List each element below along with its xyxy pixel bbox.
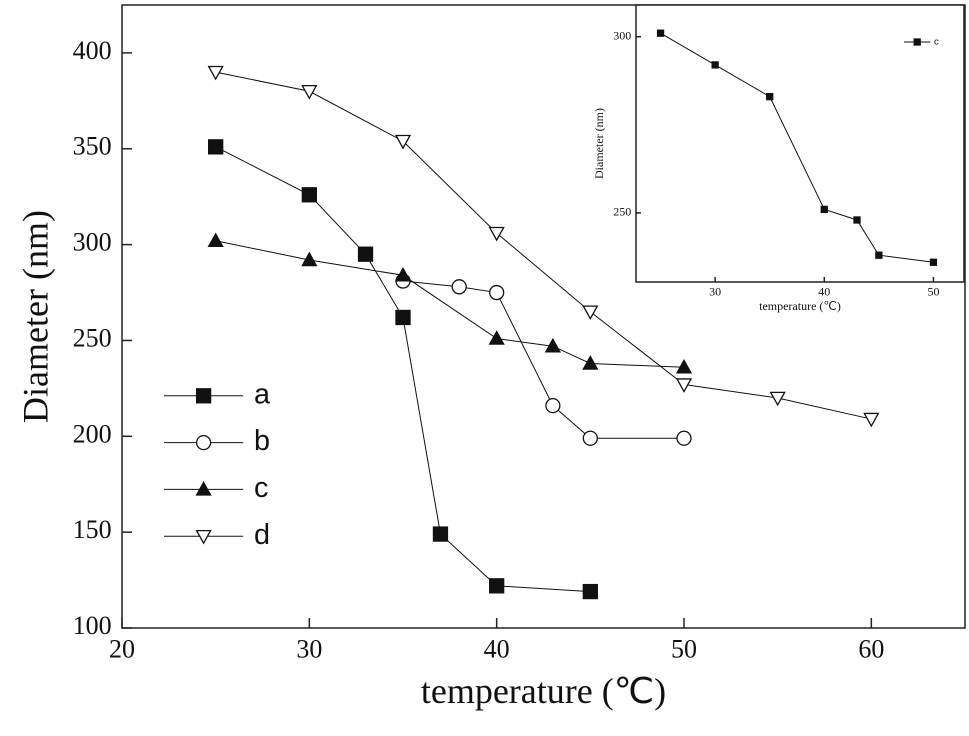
marker — [820, 205, 828, 214]
marker — [488, 330, 505, 345]
marker — [357, 246, 374, 262]
marker — [582, 355, 599, 370]
series-line — [402, 280, 684, 439]
marker — [195, 434, 212, 451]
y-tick-label: 350 — [73, 132, 112, 161]
x-tick-label: 50 — [671, 634, 697, 663]
marker — [451, 279, 467, 295]
marker — [489, 578, 505, 594]
y-tick-label: 150 — [73, 515, 112, 544]
marker — [544, 337, 561, 353]
marker — [395, 309, 411, 326]
marker — [675, 358, 693, 374]
marker — [929, 258, 938, 266]
x-tick-label: 60 — [858, 634, 884, 663]
x-tick-label: 40 — [818, 285, 830, 299]
marker — [863, 412, 880, 428]
x-tick-label: 30 — [709, 285, 721, 299]
marker — [394, 134, 412, 150]
x-tick-label: 30 — [296, 634, 322, 663]
y-axis-label: Diameter (nm) — [592, 108, 606, 179]
marker — [301, 187, 317, 203]
plot-frame — [635, 4, 965, 283]
marker — [488, 226, 505, 242]
x-tick-label: 50 — [927, 285, 939, 299]
marker — [301, 85, 318, 100]
y-axis-label: Diameter (nm) — [15, 210, 55, 423]
marker — [766, 92, 774, 101]
y-tick-label: 400 — [73, 36, 112, 65]
marker — [208, 139, 224, 155]
marker — [195, 481, 212, 496]
marker — [582, 305, 599, 321]
legend-label: d — [254, 519, 270, 551]
legend-label: c — [934, 37, 939, 48]
y-tick-label: 250 — [73, 323, 112, 352]
marker — [432, 526, 449, 542]
y-tick-label: 300 — [73, 228, 112, 257]
marker — [545, 397, 561, 414]
x-axis-label: temperature (℃) — [759, 299, 841, 313]
series-line — [215, 71, 872, 420]
marker — [769, 391, 786, 407]
marker — [207, 65, 224, 81]
legend-label: c — [254, 472, 268, 504]
x-axis-label: temperature (℃) — [421, 671, 666, 711]
marker — [301, 251, 318, 267]
marker — [394, 266, 412, 282]
marker — [195, 388, 212, 404]
legend-label: a — [254, 378, 271, 410]
marker — [207, 232, 224, 248]
y-tick-label: 300 — [613, 28, 631, 42]
x-tick-label: 20 — [109, 634, 135, 663]
marker — [853, 216, 861, 224]
y-tick-label: 250 — [613, 205, 631, 219]
y-tick-label: 100 — [73, 611, 112, 640]
marker — [875, 251, 883, 259]
marker — [582, 430, 598, 446]
marker — [711, 61, 719, 69]
marker — [913, 38, 921, 46]
marker — [582, 583, 598, 600]
x-tick-label: 40 — [484, 634, 510, 663]
y-tick-label: 200 — [73, 419, 112, 448]
marker — [656, 29, 665, 37]
marker — [676, 430, 692, 446]
marker — [195, 529, 212, 545]
marker — [489, 284, 505, 301]
marker — [675, 378, 693, 393]
legend-label: b — [254, 425, 270, 457]
